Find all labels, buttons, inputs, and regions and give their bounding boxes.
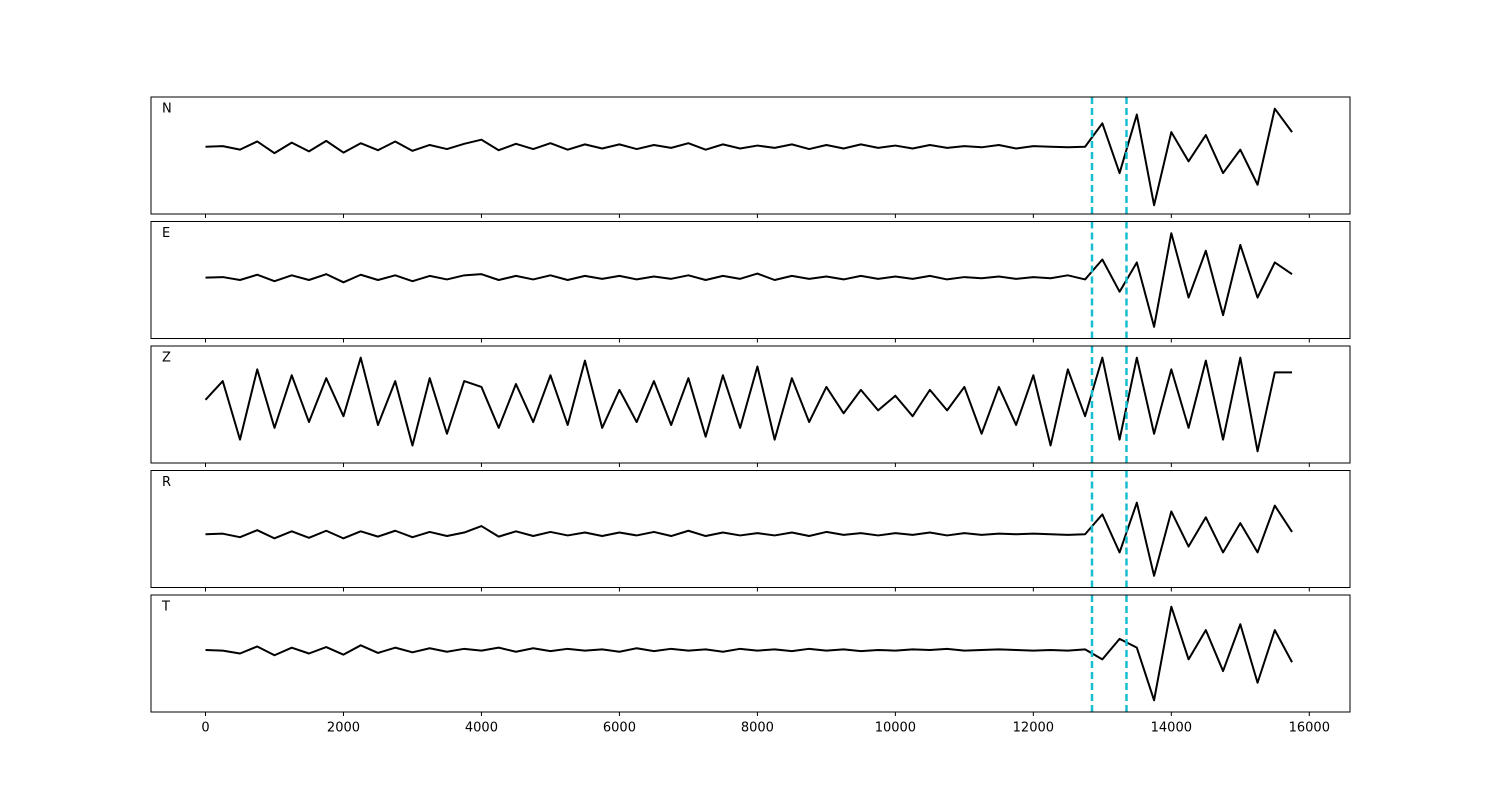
x-tick-label: 0 bbox=[201, 721, 209, 736]
panel-frame bbox=[150, 594, 1351, 713]
panel-label: R bbox=[162, 475, 171, 490]
x-tick-label: 4000 bbox=[465, 721, 498, 736]
trace-line bbox=[205, 107, 1293, 207]
panel-frame bbox=[150, 221, 1351, 339]
panel-label: E bbox=[162, 226, 170, 241]
panel-label: Z bbox=[162, 351, 171, 366]
trace-line bbox=[205, 605, 1293, 702]
trace-line bbox=[204, 356, 1293, 453]
x-tick-label: 10000 bbox=[875, 721, 916, 736]
panel-frame bbox=[150, 470, 1351, 588]
panel-frame bbox=[150, 345, 1351, 464]
x-tick-label: 8000 bbox=[741, 721, 774, 736]
panel-label: N bbox=[162, 102, 172, 117]
trace-line bbox=[205, 232, 1293, 328]
x-tick-label: 2000 bbox=[327, 721, 360, 736]
x-tick-label: 14000 bbox=[1151, 721, 1192, 736]
trace-line bbox=[205, 501, 1293, 577]
panel-label: T bbox=[161, 600, 170, 615]
panel-frame bbox=[150, 96, 1351, 215]
x-tick-label: 6000 bbox=[603, 721, 636, 736]
x-tick-label: 16000 bbox=[1289, 721, 1330, 736]
x-tick-label: 12000 bbox=[1013, 721, 1054, 736]
